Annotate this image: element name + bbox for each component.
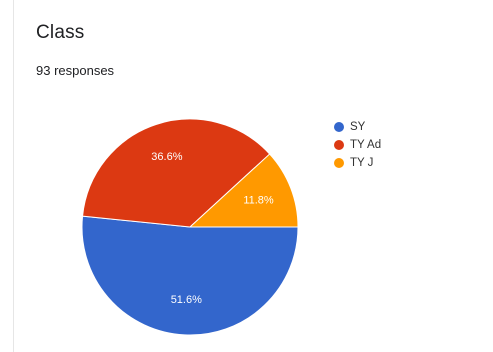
legend-label: SY [350,121,366,133]
pie-slice-ty-j[interactable] [188,153,299,228]
slice-label-ty-ad: 36.6% [151,151,182,163]
legend-label: TY J [350,157,374,169]
legend-swatch [334,122,344,132]
chart-title: Class [36,22,85,43]
chart-legend: SY TY Ad TY J [334,118,381,172]
slice-label-sy: 51.6% [171,294,202,306]
legend-swatch [334,140,344,150]
legend-item-sy[interactable]: SY [334,118,381,136]
pie-slice-sy[interactable] [81,215,299,336]
legend-item-ty-ad[interactable]: TY Ad [334,136,381,154]
legend-label: TY Ad [350,139,382,151]
slice-label-ty-j: 11.8% [243,194,274,206]
response-count: 93 responses [36,63,115,78]
legend-swatch [334,158,344,168]
card-divider [13,0,14,352]
legend-item-ty-j[interactable]: TY J [334,154,381,172]
pie-slice-ty-ad[interactable] [82,118,271,228]
